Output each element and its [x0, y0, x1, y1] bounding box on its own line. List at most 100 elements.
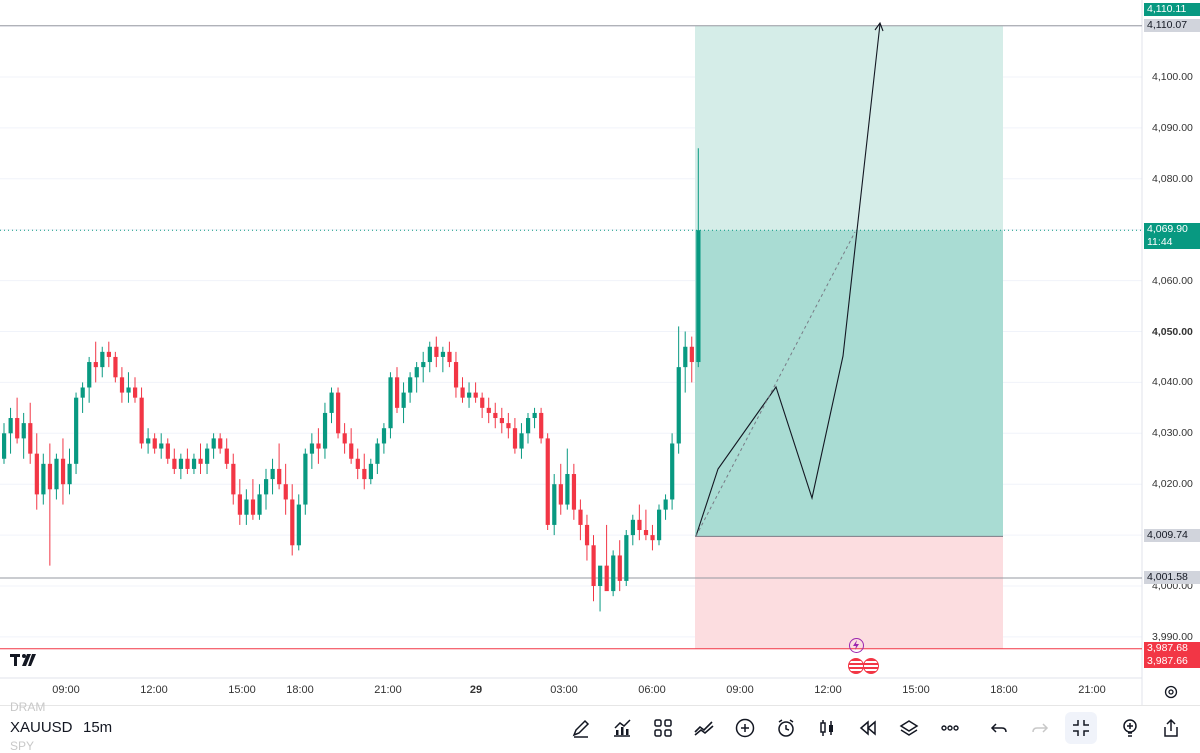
watchlist-prev-symbol[interactable]: DRAM: [10, 700, 46, 714]
candle-body: [165, 443, 170, 459]
candle-body: [611, 555, 616, 592]
candle-body: [244, 499, 249, 515]
candle-body: [526, 418, 531, 434]
candle-body: [427, 346, 432, 363]
us-flag-event-icon-2[interactable]: [863, 658, 879, 674]
candle-body: [191, 458, 197, 469]
projection-arrowhead: [874, 21, 884, 32]
chart-area[interactable]: [0, 0, 1200, 705]
candle-body: [571, 474, 577, 510]
candle-body: [676, 367, 681, 444]
redo-icon[interactable]: [1024, 712, 1056, 744]
candle-body: [486, 407, 491, 413]
candle-body: [539, 412, 544, 439]
candle-body: [617, 555, 622, 581]
candle-body: [355, 458, 360, 469]
price-tick-label: 4,040.00: [1152, 376, 1193, 389]
candle-body: [139, 397, 144, 444]
candle-body: [401, 392, 406, 408]
candle-body: [185, 458, 190, 469]
time-tick-label: 15:00: [902, 684, 930, 696]
candle-body: [277, 468, 282, 485]
candle-body: [146, 438, 151, 444]
watchlist-next-symbol[interactable]: SPY: [10, 739, 35, 753]
fullscreen-exit-icon[interactable]: [1065, 712, 1097, 744]
candle-body: [113, 356, 118, 378]
candle-body: [440, 351, 446, 357]
candle-body: [60, 458, 66, 485]
candle-body: [257, 494, 262, 515]
price-chart[interactable]: [0, 0, 1200, 705]
interval-label[interactable]: 15m: [83, 719, 113, 736]
more-icon[interactable]: [934, 712, 966, 744]
add-icon[interactable]: [729, 712, 761, 744]
target-top-label: 4,110.11: [1144, 3, 1200, 16]
candle-body: [375, 443, 380, 464]
candle-body: [643, 530, 649, 536]
candle-body: [80, 387, 85, 398]
bottom-toolbar: DRAM XAUUSD 15m SPY: [0, 700, 1200, 753]
candle-body: [584, 524, 590, 546]
candle-body: [15, 418, 20, 439]
settings-icon[interactable]: [1163, 684, 1179, 705]
candle-body: [2, 433, 7, 459]
candle-body: [296, 504, 301, 546]
candle-body: [683, 346, 688, 368]
candle-body: [126, 387, 131, 393]
time-tick-label: 18:00: [990, 684, 1018, 696]
tradingview-logo[interactable]: [10, 652, 40, 673]
chart-type-icon[interactable]: [811, 712, 843, 744]
candle-body: [231, 463, 236, 495]
price-tick-label: 4,020.00: [1152, 478, 1193, 491]
us-flag-event-icon[interactable]: [848, 658, 864, 674]
candle-body: [447, 351, 452, 363]
candle-body: [224, 448, 229, 464]
time-tick-label: 21:00: [374, 684, 402, 696]
candle-body: [624, 535, 629, 581]
candle-body: [519, 433, 524, 449]
candle-body: [198, 458, 203, 464]
entry-price-label: 4,009.74: [1144, 529, 1200, 542]
layout-icon[interactable]: [647, 712, 679, 744]
share-icon[interactable]: [1155, 712, 1187, 744]
indicators-icon[interactable]: [606, 712, 638, 744]
symbol-name[interactable]: XAUUSD: [10, 719, 73, 736]
alert-icon[interactable]: [770, 712, 802, 744]
price-tick-label: 4,100.00: [1152, 71, 1193, 83]
stop-label-1: 3,987.68: [1144, 642, 1200, 655]
time-tick-label: 29: [469, 684, 483, 696]
price-tick-label: 4,080.00: [1152, 172, 1193, 185]
candle-body: [578, 509, 583, 525]
ideas-icon[interactable]: [1114, 712, 1146, 744]
candle-body: [663, 499, 668, 510]
candle-body: [591, 545, 596, 586]
undo-icon[interactable]: [983, 712, 1015, 744]
candle-body: [650, 535, 655, 541]
candle-body: [329, 392, 334, 413]
target-line-label: 4,110.07: [1144, 19, 1200, 32]
candle-body: [349, 443, 354, 459]
compare-icon[interactable]: [688, 712, 720, 744]
candle-body: [270, 468, 275, 480]
price-tick-label: 4,090.00: [1152, 121, 1193, 134]
candle-body: [47, 463, 53, 490]
time-tick-label: 09:00: [52, 684, 80, 696]
candle-body: [414, 367, 419, 378]
time-tick-label: 15:00: [228, 684, 256, 696]
candle-body: [512, 428, 518, 449]
candle-body: [657, 509, 662, 541]
candle-body: [54, 458, 59, 490]
candle-body: [532, 412, 537, 419]
brush-icon[interactable]: [565, 712, 597, 744]
candle-body: [309, 443, 315, 454]
candle-body: [172, 458, 177, 469]
candle-body: [565, 474, 570, 505]
lightning-event-icon[interactable]: [849, 638, 864, 653]
layers-icon[interactable]: [893, 712, 925, 744]
candle-body: [480, 397, 485, 408]
projection-path: [695, 23, 881, 537]
candle-body: [41, 463, 46, 495]
replay-icon[interactable]: [852, 712, 884, 744]
candle-body: [322, 412, 328, 449]
candle-body: [473, 392, 478, 398]
